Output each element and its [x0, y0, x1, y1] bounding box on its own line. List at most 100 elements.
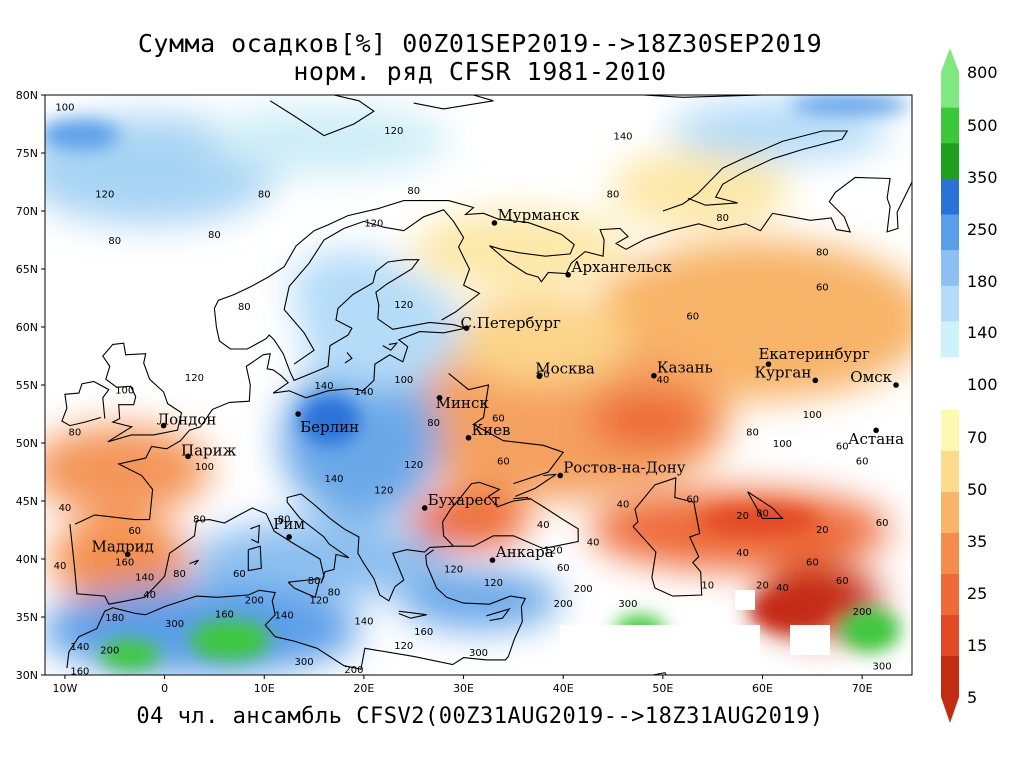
contour-label: 140 — [613, 132, 632, 143]
contour-label: 40 — [537, 520, 550, 531]
city-label: Бухарест — [428, 491, 500, 509]
lon-tick-label: 30E — [453, 682, 474, 695]
city-marker: Астана — [848, 427, 904, 448]
contour-label: 120 — [544, 546, 563, 557]
colorbar-label: 50 — [967, 480, 987, 499]
colorbar-label: 15 — [967, 636, 987, 655]
coastline — [398, 610, 427, 619]
lat-tick-label: 80N — [16, 89, 38, 102]
lat-tick-label: 65N — [16, 263, 38, 276]
city-label: Курган — [754, 363, 811, 381]
contour-label: 140 — [135, 572, 154, 583]
colorbar-swatch — [941, 107, 959, 144]
city-label: Казань — [657, 359, 713, 377]
city-dot — [124, 551, 131, 558]
contour-label: 80 — [328, 587, 341, 598]
chart-subtitle: норм. ряд CFSR 1981-2010 — [293, 57, 667, 86]
contour-label: 80 — [427, 418, 440, 429]
coastline — [69, 481, 579, 605]
city-marker: Париж — [181, 441, 237, 459]
city-label: Архангельск — [571, 258, 672, 276]
contour-label: 120 — [484, 578, 503, 589]
coastline — [74, 176, 912, 525]
city-marker: Анкара — [489, 543, 554, 563]
colorbar-swatch — [941, 574, 959, 616]
city-label: Берлин — [300, 418, 359, 436]
city-marker: Казань — [651, 359, 713, 379]
colorbar-arrow-top — [941, 48, 959, 72]
colorbar-swatch — [941, 250, 959, 287]
coastline — [662, 130, 849, 212]
coastlines — [45, 95, 912, 675]
contour-label: 200 — [554, 599, 573, 610]
lon-tick-label: 60E — [752, 682, 773, 695]
city-marker: Киев — [465, 421, 510, 441]
lon-tick-label: 0 — [161, 682, 168, 695]
city-dot — [489, 557, 496, 563]
colorbar-label: 100 — [967, 375, 998, 394]
city-marker: Мурманск — [491, 206, 580, 226]
city-dot — [812, 377, 819, 384]
coastline — [382, 342, 399, 351]
city-marker: Екатеринбург — [758, 345, 870, 367]
colorbar-label: 180 — [967, 272, 998, 291]
colorbar-swatch — [941, 451, 959, 493]
contour-label: 80 — [208, 230, 221, 241]
contour-label: 100 — [115, 386, 134, 397]
contour-label: 100 — [195, 462, 214, 473]
colorbar-swatch — [941, 72, 959, 109]
contour-label: 200 — [853, 607, 872, 618]
city-dot — [893, 382, 899, 388]
colorbar-label: 800 — [967, 63, 998, 82]
contour-label: 120 — [444, 564, 463, 575]
contour-label: 40 — [617, 499, 630, 510]
colorbar: 800 500 350 250 180 140 100 70 50 35 25 15 5 — [941, 48, 998, 723]
contour-label: 40 — [587, 538, 600, 549]
lat-tick-label: 30N — [16, 669, 38, 682]
city-marker: Рим — [273, 515, 305, 540]
contour-label: 120 — [310, 596, 329, 607]
contour-label: 60 — [836, 576, 849, 587]
city-label: Омск — [850, 368, 892, 386]
contour-label: 60 — [233, 569, 246, 580]
coastline — [61, 380, 110, 427]
contour-label: 80 — [756, 509, 769, 520]
city-marker: Мадрид — [92, 537, 154, 558]
contour-label: 120 — [384, 126, 403, 137]
city-marker: Берлин — [295, 411, 359, 436]
city-dot — [160, 422, 167, 429]
contour-label: 120 — [394, 300, 413, 311]
contour-label: 160 — [70, 666, 89, 677]
coastline — [413, 95, 494, 110]
contour-label: 20 — [816, 525, 829, 536]
contour-label: 60 — [128, 526, 141, 537]
coastline — [642, 95, 763, 98]
city-marker: Курган — [754, 363, 819, 384]
contour-label: 140 — [354, 387, 373, 398]
contour-label: 40 — [54, 561, 67, 572]
coastline — [632, 477, 703, 597]
city-dot — [765, 361, 772, 367]
contour-label: 60 — [492, 413, 505, 424]
contour-label: 120 — [404, 460, 423, 471]
coastline — [513, 496, 530, 501]
city-marker: Ростов-на-Дону — [557, 458, 686, 479]
map-axes: 30N 35N 40N 45N 50N 55N 60N 65N 70N 75N 80N 10W 0 10E… — [16, 89, 873, 695]
lat-tick-label: 40N — [16, 553, 38, 566]
city-dot — [557, 472, 564, 479]
contour-label: 60 — [537, 369, 550, 380]
coastline — [66, 549, 527, 670]
contour-label: 100 — [55, 103, 74, 114]
city-dot — [185, 453, 191, 460]
contour-label: 140 — [354, 616, 373, 627]
precip-field — [45, 95, 912, 675]
contour-label: 200 — [574, 584, 593, 595]
contour-label: 300 — [618, 599, 637, 610]
city-dot — [536, 373, 543, 380]
city-label: Мурманск — [497, 206, 580, 224]
contour-label: 80 — [746, 427, 759, 438]
coastline — [344, 352, 353, 364]
city-label: Ростов-на-Дону — [563, 458, 686, 476]
